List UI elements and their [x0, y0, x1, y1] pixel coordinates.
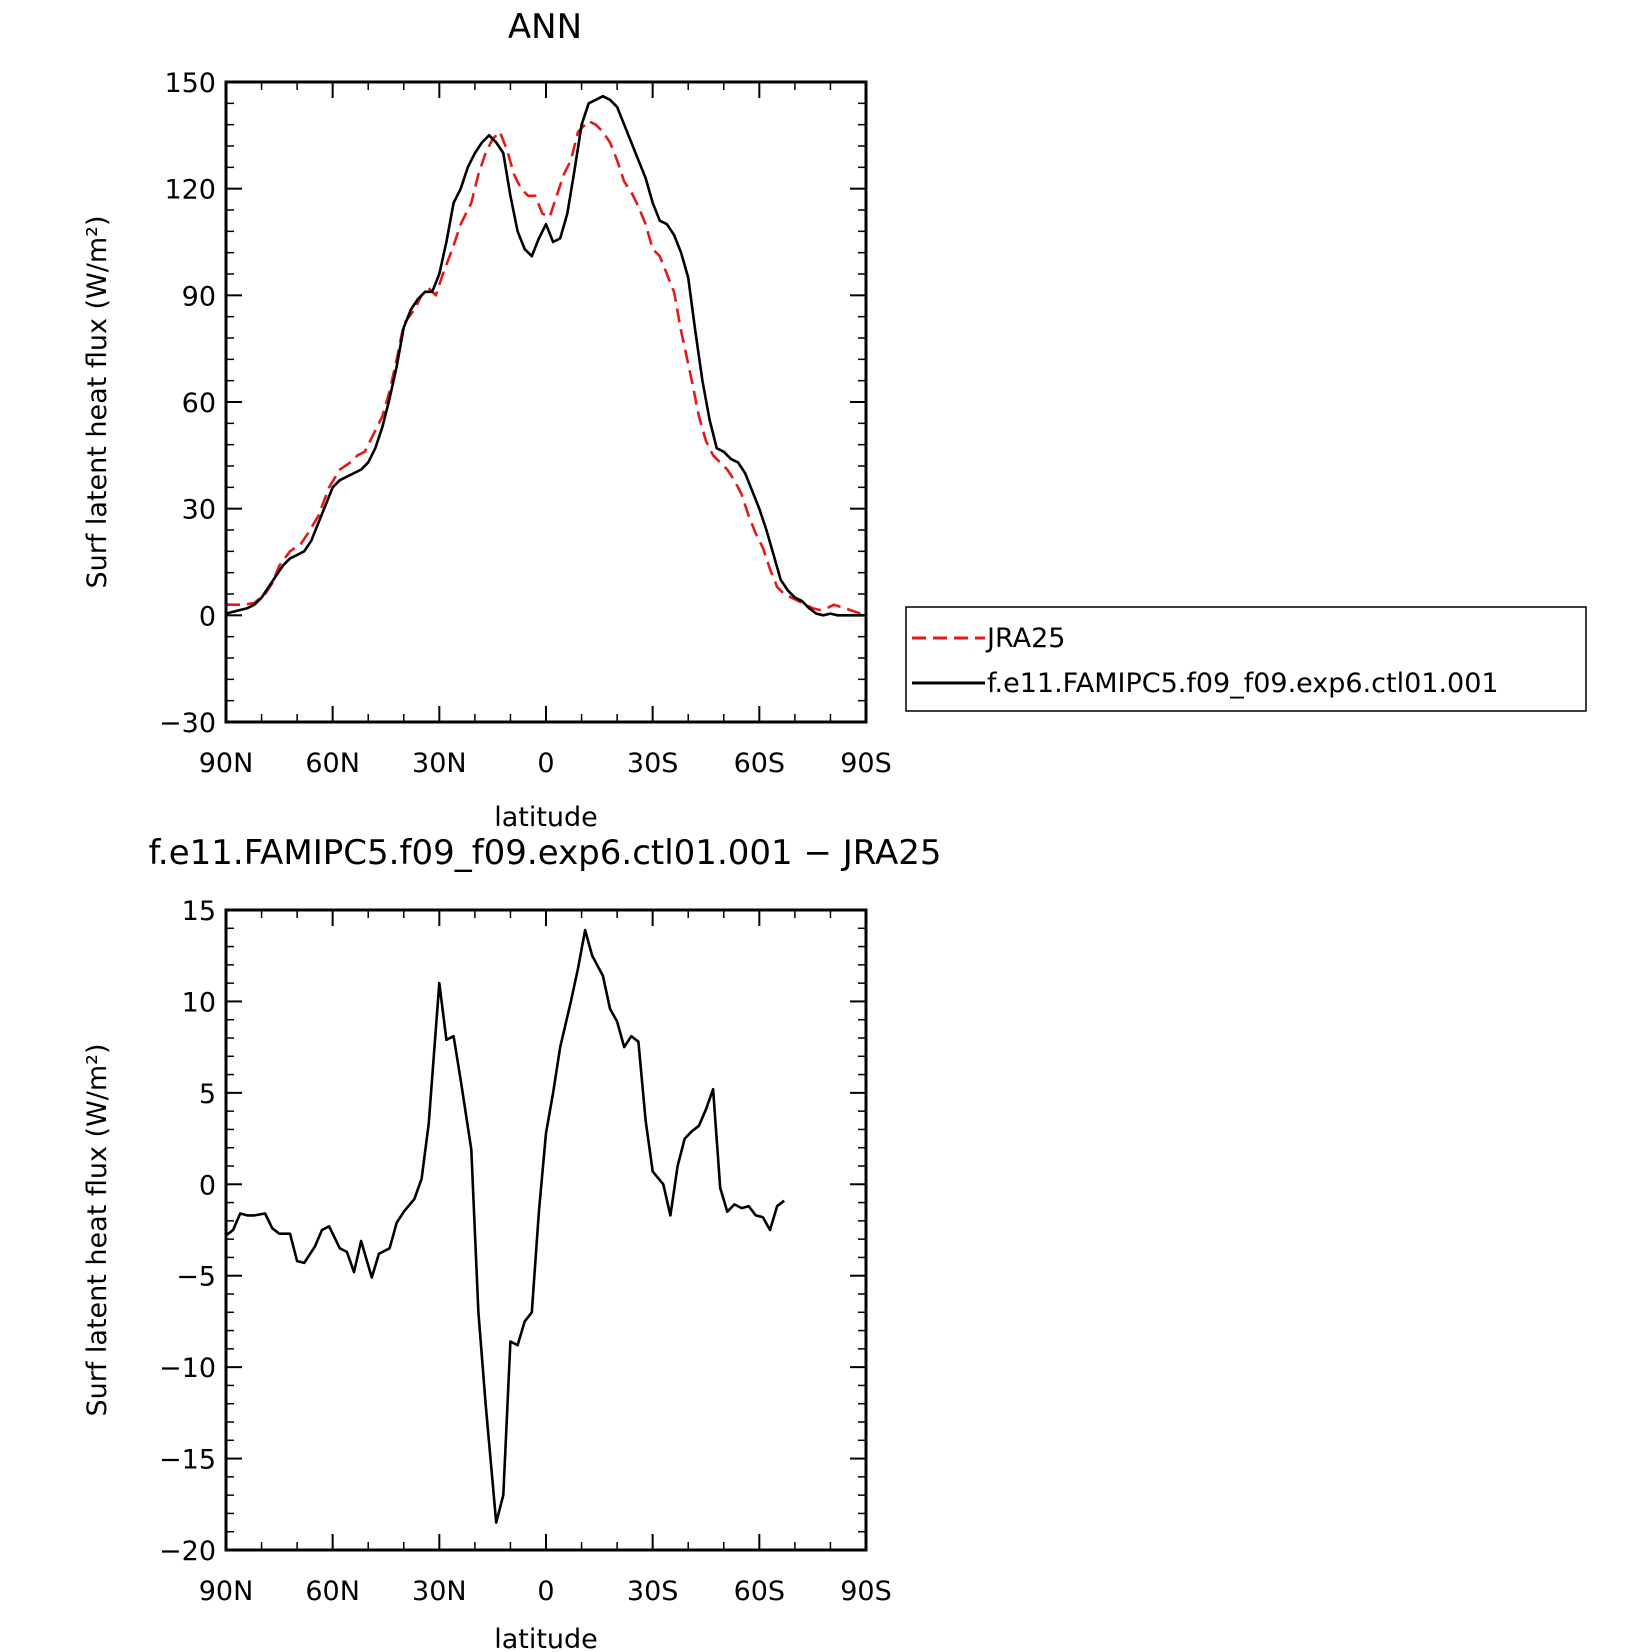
bottom-panel: f.e11.FAMIPC5.f09_f09.exp6.ctl01.001 − J… — [82, 833, 942, 1652]
bottom-x-tick-label: 90S — [840, 1576, 892, 1607]
bottom-y-tick-label: −10 — [159, 1353, 216, 1384]
top-chart-title: ANN — [508, 7, 582, 47]
top-series-line-0 — [226, 119, 867, 617]
top-series-line-1 — [225, 94, 866, 617]
bottom-y-tick-label: 5 — [199, 1079, 216, 1110]
legend-label-jra25: JRA25 — [985, 623, 1065, 654]
bottom-x-tick-label: 30S — [627, 1576, 679, 1607]
top-y-tick-label: 0 — [199, 601, 216, 632]
top-x-tick-label: 30N — [412, 748, 467, 779]
bottom-x-tick-label: 60N — [305, 1576, 360, 1607]
top-y-tick-label: 90 — [182, 281, 216, 312]
bottom-y-tick-label: −20 — [159, 1536, 216, 1567]
bottom-y-tick-label: 0 — [199, 1170, 216, 1201]
top-x-tick-label: 30S — [627, 748, 679, 779]
top-y-tick-label: 150 — [164, 68, 216, 99]
bottom-y-tick-label: 15 — [182, 896, 216, 927]
bottom-x-tick-label: 90N — [199, 1576, 254, 1607]
top-y-tick-label: −30 — [159, 708, 216, 739]
bottom-series-line-0 — [225, 928, 785, 1524]
bottom-y-tick-label: −5 — [176, 1262, 216, 1293]
bottom-x-tick-label: 0 — [537, 1576, 554, 1607]
top-series-group — [225, 94, 867, 617]
top-y-tick-label: 30 — [182, 495, 216, 526]
bottom-y-axis-label: Surf latent heat flux (W/m²) — [82, 1043, 113, 1416]
legend: JRA25 f.e11.FAMIPC5.f09_f09.exp6.ctl01.0… — [905, 606, 1587, 712]
top-x-tick-label: 90N — [199, 748, 254, 779]
top-x-tick-label: 60S — [734, 748, 786, 779]
bottom-chart-title: f.e11.FAMIPC5.f09_f09.exp6.ctl01.001 − J… — [148, 833, 941, 873]
bottom-y-tick-label: −15 — [159, 1445, 216, 1476]
bottom-x-tick-label: 60S — [734, 1576, 786, 1607]
legend-label-model: f.e11.FAMIPC5.f09_f09.exp6.ctl01.001 — [987, 668, 1499, 699]
bottom-series-group — [225, 928, 785, 1524]
top-x-tick-label: 90S — [840, 748, 892, 779]
top-y-tick-label: 60 — [182, 388, 216, 419]
bottom-y-tick-label: 10 — [182, 987, 216, 1018]
top-y-tick-label: 120 — [164, 175, 216, 206]
top-plot-frame — [224, 80, 868, 724]
bottom-x-axis-label: latitude — [494, 1624, 598, 1652]
top-x-tick-label: 0 — [537, 748, 554, 779]
legend-box — [905, 606, 1587, 712]
top-x-axis-label: latitude — [494, 802, 598, 833]
top-y-axis-label: Surf latent heat flux (W/m²) — [82, 215, 113, 588]
bottom-x-tick-label: 30N — [412, 1576, 467, 1607]
top-x-tick-label: 60N — [305, 748, 360, 779]
